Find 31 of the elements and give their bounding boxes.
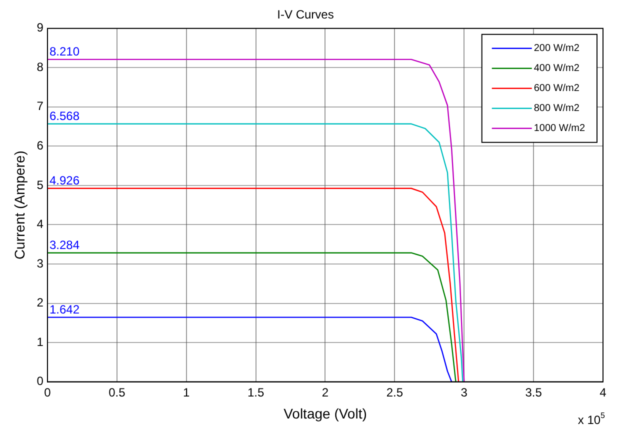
y-tick-label: 6 (36, 138, 44, 153)
legend-label: 1000 W/m2 (534, 123, 586, 134)
y-tick-label: 4 (36, 217, 44, 232)
legend-label: 600 W/m2 (534, 83, 580, 94)
x-tick-label: 4 (600, 385, 607, 400)
y-tick-label: 2 (36, 296, 44, 310)
legend-label: 800 W/m2 (534, 103, 580, 114)
y-tick-label: 9 (36, 20, 44, 35)
x-tick-label: 1.5 (247, 385, 264, 400)
annotation: 8.210 (49, 44, 80, 59)
y-tick-label: 3 (36, 256, 44, 270)
x-tick-label: 0.5 (108, 385, 126, 400)
y-tick-label: 0 (36, 374, 44, 388)
y-tick-label: 7 (36, 99, 44, 114)
y-tick-label: 1 (36, 334, 44, 349)
x-tick-label: 1 (183, 385, 190, 400)
y-axis-title: Current (Ampere) (11, 150, 28, 260)
annotation: 1.642 (49, 302, 80, 317)
legend-label: 400 W/m2 (534, 63, 580, 74)
y-tick-label: 5 (36, 178, 44, 192)
legend-label: 200 W/m2 (534, 43, 580, 54)
x-tick-label: 3.5 (525, 385, 542, 400)
x-tick-label: 2 (322, 385, 329, 400)
chart-title: I-V Curves (277, 8, 334, 22)
annotation: 3.284 (49, 238, 80, 252)
annotation: 6.568 (49, 109, 80, 124)
y-tick-label: 8 (36, 60, 44, 74)
annotation: 4.926 (49, 174, 80, 188)
x-tick-label: 3 (460, 385, 468, 400)
x-axis-title: Voltage (Volt) (284, 405, 367, 422)
x-tick-label: 2.5 (386, 385, 404, 400)
